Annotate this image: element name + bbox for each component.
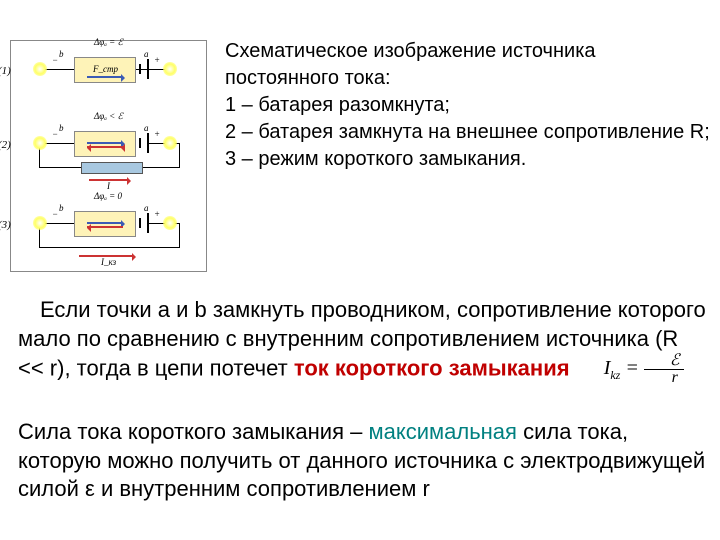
- terminal-b: b: [59, 123, 64, 133]
- caption-item2: 2 – батарея замкнута на внешнее сопротив…: [225, 121, 710, 143]
- caption-item3: 3 – режим короткого замыкания.: [225, 148, 526, 170]
- caption-line1: Схематическое изображение источника: [225, 40, 596, 62]
- delta-label: Δφₐ < ℰ: [94, 111, 123, 122]
- p2-max: максимальная: [368, 419, 516, 444]
- paragraph-1: Если точки a и b замкнуть проводником, с…: [18, 296, 708, 386]
- terminal-b: b: [59, 49, 64, 59]
- p2-tail: и внутренним сопротивлением r: [101, 476, 430, 501]
- battery: F_стр: [74, 57, 136, 83]
- terminal-a: a: [144, 49, 149, 59]
- terminal-b: b: [59, 203, 64, 213]
- terminal-glow: [33, 62, 47, 76]
- terminal-a: a: [144, 123, 149, 133]
- current-label: I_кз: [101, 257, 116, 267]
- internal-arrow-label: F_стр: [93, 64, 118, 74]
- external-resistor: [81, 162, 143, 174]
- battery: [74, 211, 136, 237]
- p1-highlight: ток короткого замыкания: [294, 356, 570, 381]
- battery: [74, 131, 136, 157]
- terminal-a: a: [144, 203, 149, 213]
- caption-block: Схематическое изображение источника пост…: [225, 38, 715, 173]
- paragraph-2: Сила тока короткого замыкания – максимал…: [18, 418, 708, 504]
- circuit-short: Δφₐ = 0 b a I_кз + −: [19, 199, 199, 267]
- p2-pre: Сила тока короткого замыкания –: [18, 419, 368, 444]
- circuit-with-load: Δφₐ < ℰ b a I + −: [19, 119, 199, 187]
- delta-label: Δφₐ = 0: [94, 191, 122, 201]
- short-circuit-formula: Ikz = ℰ r: [582, 353, 684, 386]
- caption-line2: постоянного тока:: [225, 67, 391, 89]
- caption-item1: 1 – батарея разомкнута;: [225, 94, 450, 116]
- current-label: I: [107, 181, 110, 191]
- circuit-diagram-panel: (1) (2) (3) Δφₐ = ℰ b a F_стр + − Δφₐ < …: [10, 40, 207, 272]
- circuit-number-3: (3): [0, 219, 11, 231]
- circuit-number-2: (2): [0, 139, 11, 151]
- terminal-glow: [163, 62, 177, 76]
- circuit-open: Δφₐ = ℰ b a F_стр + −: [19, 45, 199, 113]
- delta-label: Δφₐ = ℰ: [94, 37, 123, 48]
- circuit-number-1: (1): [0, 65, 11, 77]
